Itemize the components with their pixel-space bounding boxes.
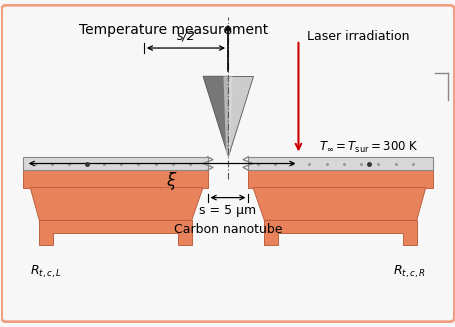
Text: ξ: ξ [166,172,176,190]
Polygon shape [30,188,202,220]
Text: Carbon nanotube: Carbon nanotube [173,223,282,235]
Text: $T_{\infty} = T_{\rm sur} = 300\ \rm K$: $T_{\infty} = T_{\rm sur} = 300\ \rm K$ [318,140,418,155]
Polygon shape [223,76,232,156]
Polygon shape [228,76,253,156]
Text: s = 5 μm: s = 5 μm [199,203,256,216]
Text: Laser irradiation: Laser irradiation [306,30,408,43]
Polygon shape [23,170,207,188]
Polygon shape [39,220,191,245]
Polygon shape [202,76,228,156]
Text: $R_{t,c,L}$: $R_{t,c,L}$ [30,264,62,280]
Text: $R_{t,c,R}$: $R_{t,c,R}$ [392,264,425,280]
Text: Temperature measurement: Temperature measurement [79,23,268,37]
FancyBboxPatch shape [2,5,453,322]
Polygon shape [264,220,416,245]
Polygon shape [253,188,425,220]
Bar [248,157,432,170]
Text: s/2: s/2 [176,29,195,42]
Bar [23,157,207,170]
Polygon shape [248,170,432,188]
